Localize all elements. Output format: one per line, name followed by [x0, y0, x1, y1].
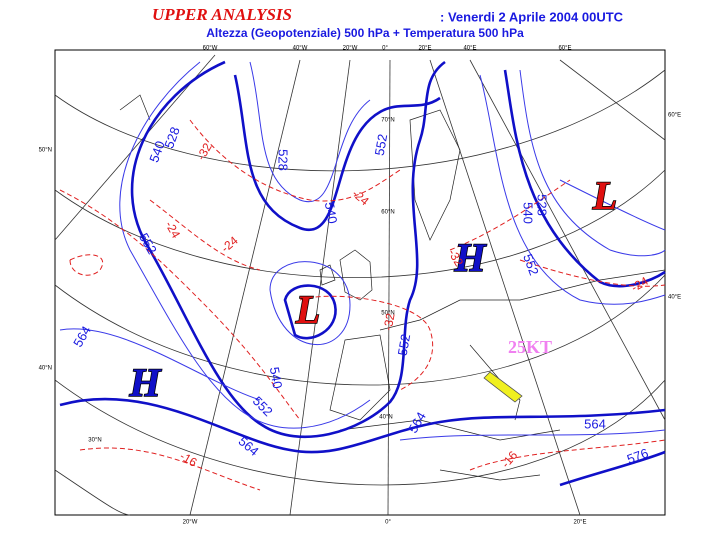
high-center: H [128, 360, 162, 405]
lat-label: 70°N [381, 118, 394, 124]
lon-label: 20°W [343, 46, 358, 52]
lat-label: 60°N [381, 210, 394, 216]
pressure-systems: L H L H [128, 172, 618, 406]
height-label: 564 [405, 409, 429, 435]
lon-label: 40°E [668, 295, 681, 301]
low-center: L [592, 173, 617, 218]
frame [54, 49, 666, 516]
height-label: 540 [267, 366, 286, 390]
lat-label: 30°N [88, 438, 101, 444]
graticule [54, 54, 666, 516]
map-title: UPPER ANALYSIS [152, 5, 292, 24]
map-area [54, 49, 666, 516]
height-label: 540 [146, 139, 168, 165]
lon-label: 20°E [418, 46, 431, 52]
wind-label: 25KT [508, 337, 552, 357]
temperature-label: -24 [349, 186, 372, 208]
lon-label: 0° [382, 46, 388, 52]
lon-label: 0° [385, 520, 391, 526]
temperature-label: -32 [381, 312, 398, 332]
height-label: 552 [395, 333, 414, 357]
graticule-labels: 60°W 40°W 20°W 0° 20°E 40°E 60°E 50°N 40… [39, 46, 681, 526]
low-center: L [295, 287, 320, 332]
lat-label: 40°N [379, 415, 392, 421]
lat-label: 40°N [39, 366, 52, 372]
lon-label: 20°E [573, 520, 586, 526]
height-label: 552 [136, 230, 160, 256]
wind-arrow [483, 371, 523, 403]
high-center: H [453, 235, 487, 280]
temperature-label: -24 [218, 233, 241, 255]
height-label: 528 [535, 194, 550, 216]
lon-label: 60°E [668, 113, 681, 119]
height-contours [59, 60, 666, 487]
temperature-labels: -32 -24 -24 -32 -24 -32 -16 -16 -24 [162, 140, 651, 470]
temperature-contours [59, 119, 666, 491]
lon-label: 60°E [558, 46, 571, 52]
lat-label: 50°N [39, 148, 52, 154]
height-label: 528 [276, 149, 291, 171]
height-label: 564 [70, 323, 94, 349]
lon-label: 60°W [203, 46, 218, 52]
height-label: 540 [322, 201, 341, 225]
height-label: 564 [584, 416, 606, 431]
temperature-label: -16 [177, 449, 199, 470]
lon-label: 20°W [183, 520, 198, 526]
map-subtitle: Altezza (Geopotenziale) 500 hPa + Temper… [206, 26, 524, 40]
lon-label: 40°W [293, 46, 308, 52]
temperature-label: -24 [162, 219, 183, 241]
height-label: 564 [236, 433, 262, 458]
lon-label: 40°E [463, 46, 476, 52]
height-label: 528 [161, 125, 183, 151]
map-date: : Venerdi 2 Aprile 2004 00UTC [440, 9, 624, 24]
height-label: 552 [520, 252, 542, 278]
temperature-label: -24 [629, 274, 651, 295]
height-label: 552 [250, 393, 276, 419]
lat-label: 50°N [381, 311, 394, 317]
height-label: 540 [521, 202, 536, 224]
height-label: 576 [625, 445, 651, 467]
height-label: 552 [372, 133, 391, 157]
